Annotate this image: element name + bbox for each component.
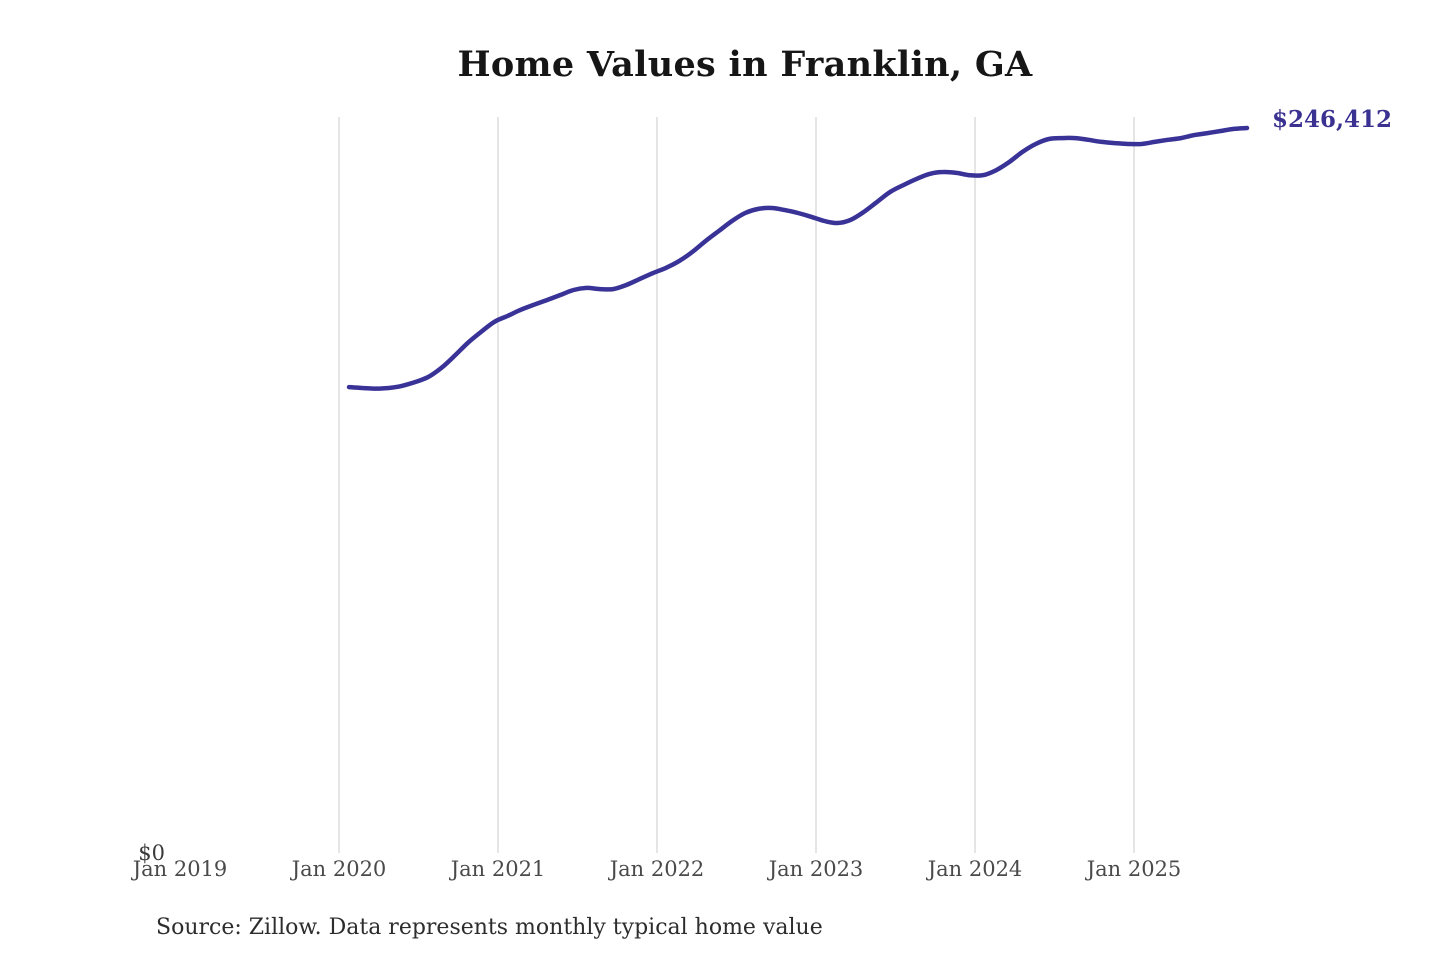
x-axis-label: Jan 2021 (450, 857, 546, 881)
x-axis-label: Jan 2022 (609, 857, 705, 881)
y-axis-zero-label: $0 (138, 841, 165, 865)
x-axis-label: Jan 2025 (1086, 857, 1182, 881)
x-axis-label: Jan 2020 (291, 857, 387, 881)
series-end-value-label: $246,412 (1272, 106, 1393, 133)
source-note: Source: Zillow. Data represents monthly … (156, 915, 823, 940)
x-axis-label: Jan 2024 (927, 857, 1023, 881)
x-axis-label: Jan 2019 (132, 857, 228, 881)
x-axis-label: Jan 2023 (768, 857, 864, 881)
home-value-line (346, 125, 1250, 391)
chart-title: Home Values in Franklin, GA (457, 44, 1033, 85)
